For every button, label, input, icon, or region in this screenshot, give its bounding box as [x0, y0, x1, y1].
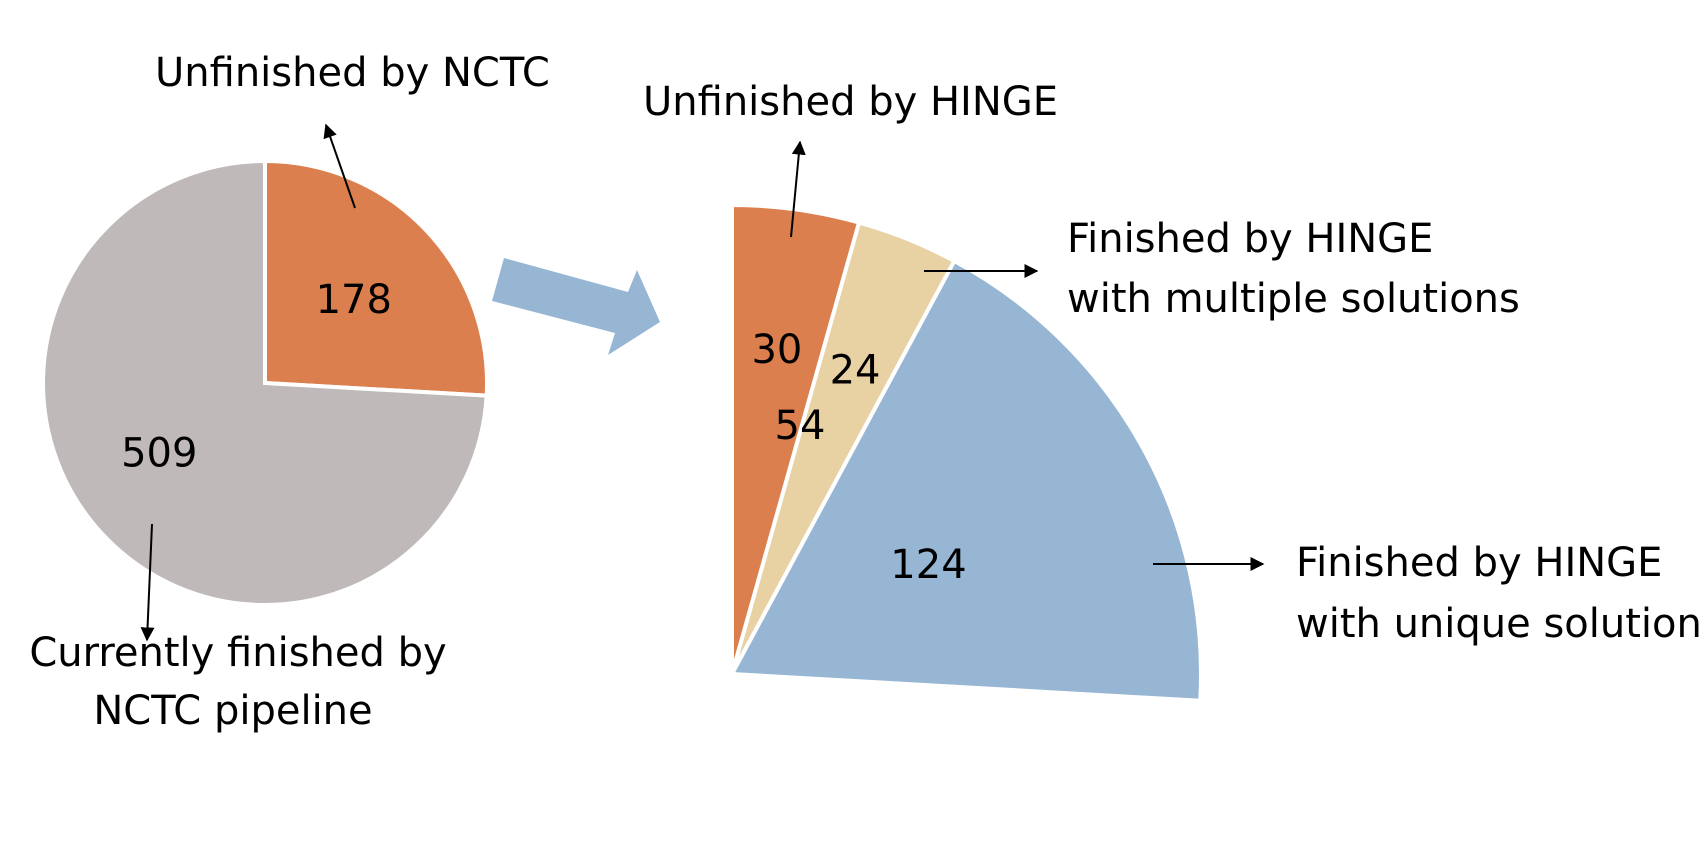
left-pie: 178 509 [41, 158, 489, 607]
pie-slice-unfinished-nctc [263, 158, 489, 398]
callout-finished-nctc-line1: Currently finished by [29, 630, 446, 676]
callout-arrow-unfinished-nctc [323, 123, 356, 209]
callout-unfinished-hinge: Unfinished by HINGE [643, 79, 1058, 125]
pie-slice-finished-nctc [41, 158, 489, 607]
pie-slice-unique-solution [728, 258, 1203, 703]
transition-arrow [492, 258, 660, 355]
callout-arrow-finished-nctc [140, 523, 155, 642]
callout-multiple-line1: Finished by HINGE [1067, 216, 1433, 262]
value-label-unfinished-nctc: 178 [316, 277, 392, 323]
right-partial-pie: 30 24 124 54 [728, 202, 1203, 703]
value-label-multiple-solutions: 24 [830, 348, 881, 394]
callout-arrow-unfinished-hinge [790, 140, 806, 238]
callout-finished-nctc-line2: NCTC pipeline [93, 688, 372, 734]
callout-multiple-line2: with multiple solutions [1067, 276, 1520, 322]
callout-unique-line2: with unique solution [1296, 601, 1702, 647]
value-label-extra: 54 [775, 403, 826, 449]
value-label-finished-nctc: 509 [121, 430, 197, 476]
callout-unique-line1: Finished by HINGE [1296, 540, 1662, 586]
value-label-unique-solution: 124 [890, 542, 966, 588]
value-label-unfinished-hinge: 30 [751, 327, 802, 373]
callout-unfinished-nctc: Unfinished by NCTC [155, 50, 550, 96]
